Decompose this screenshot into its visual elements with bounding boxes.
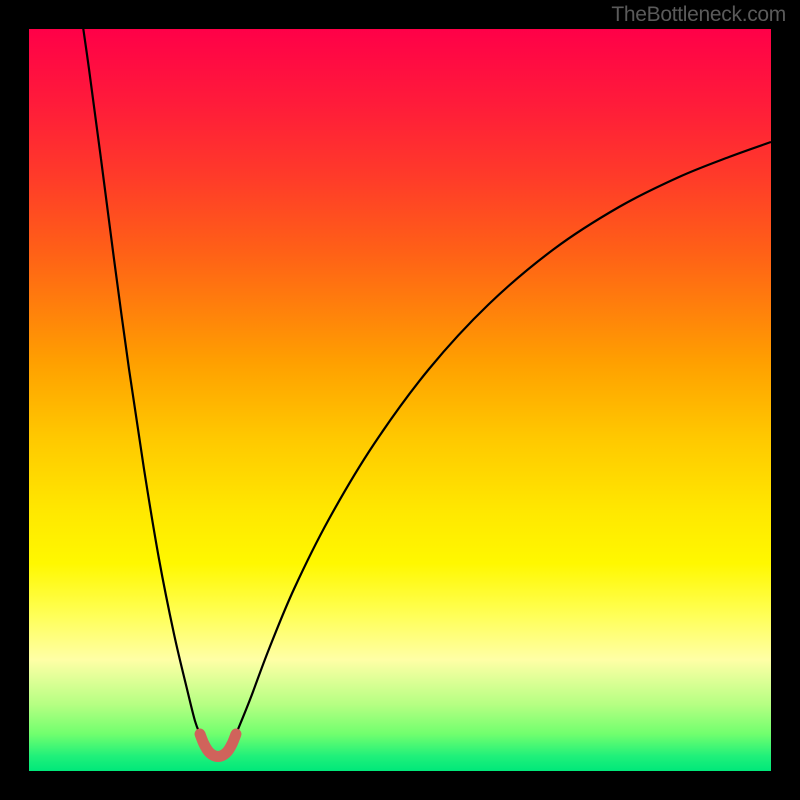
plot-area bbox=[29, 29, 771, 771]
chart-svg bbox=[29, 29, 771, 771]
chart-background bbox=[29, 29, 771, 771]
watermark-text: TheBottleneck.com bbox=[611, 3, 786, 27]
